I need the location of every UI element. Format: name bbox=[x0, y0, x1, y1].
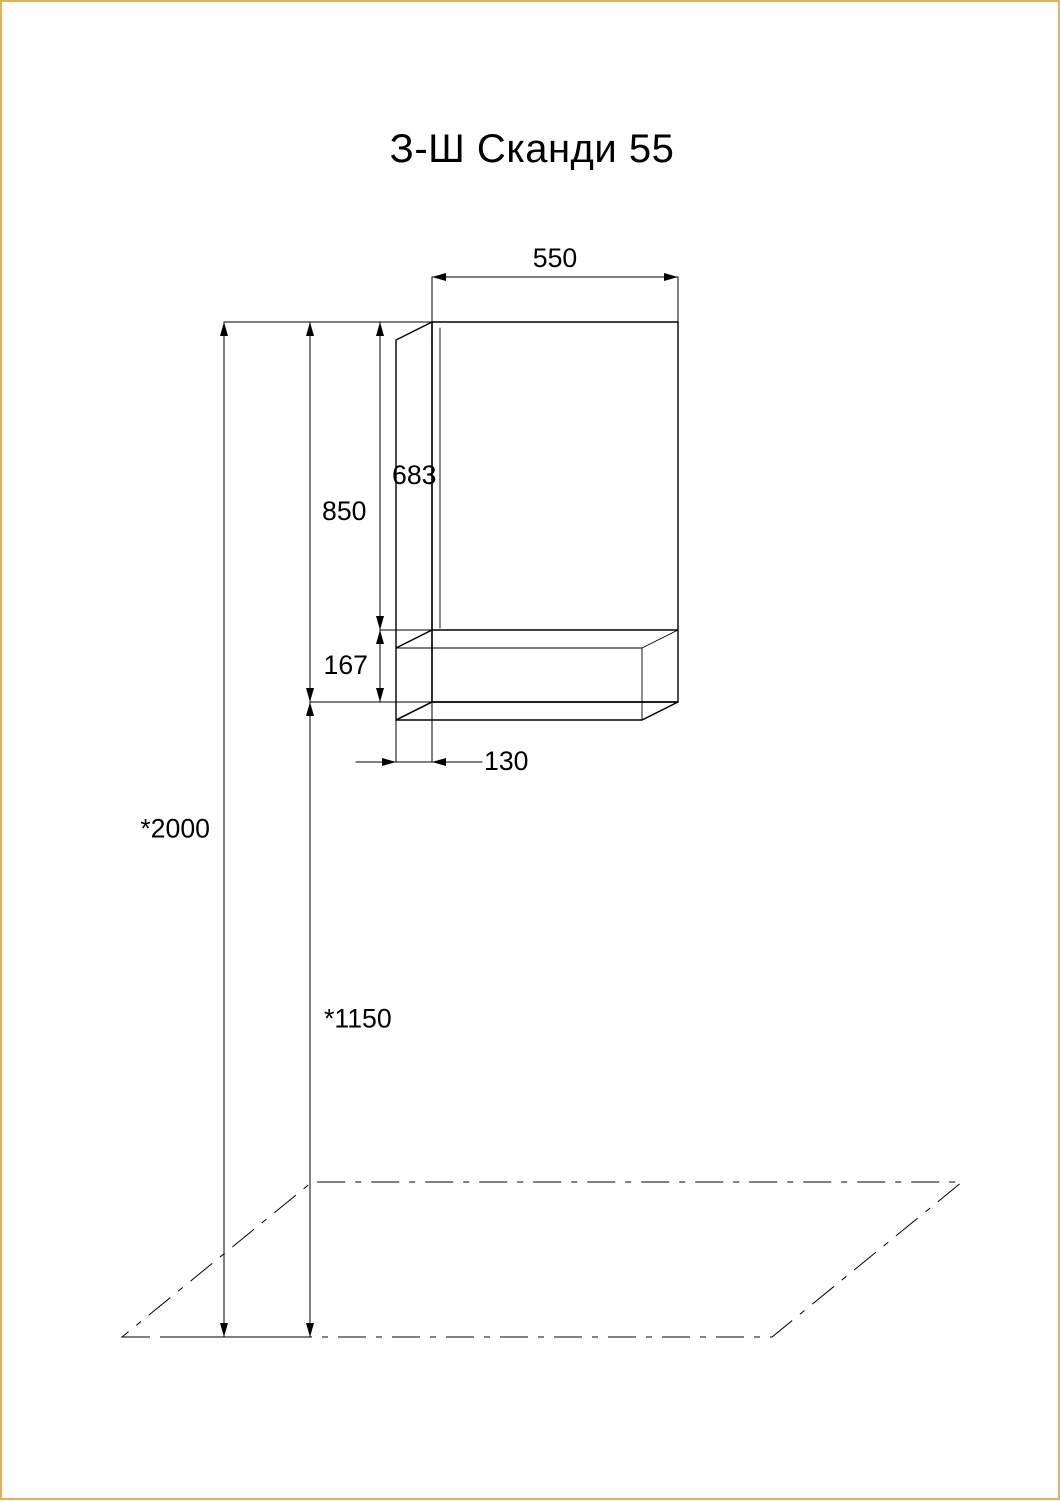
cabinet-bottom bbox=[396, 702, 678, 720]
dim-arrow-icon bbox=[376, 630, 384, 644]
cabinet-front bbox=[432, 322, 678, 702]
cabinet-shelf-side bbox=[396, 630, 432, 648]
dim-label-130: 130 bbox=[484, 746, 528, 776]
dim-label-2000: *2000 bbox=[140, 814, 210, 844]
dim-arrow-icon bbox=[306, 688, 314, 702]
dim-arrow-icon bbox=[306, 702, 314, 716]
dim-label-550: 550 bbox=[533, 243, 577, 273]
dim-arrow-icon bbox=[432, 273, 446, 281]
dim-arrow-icon bbox=[376, 616, 384, 630]
dim-label-167: 167 bbox=[324, 650, 368, 680]
dim-arrow-icon bbox=[306, 322, 314, 336]
dim-label: 850 bbox=[322, 496, 366, 526]
dimension-drawing: 550 130 850 683 167 *2000 *1150 bbox=[2, 2, 1060, 1502]
dim-arrow-icon bbox=[376, 322, 384, 336]
dim-arrow-icon bbox=[432, 758, 446, 766]
cabinet-shelf-back-r bbox=[642, 630, 678, 648]
dim-arrow-icon bbox=[220, 322, 228, 336]
dim-arrow-icon bbox=[376, 688, 384, 702]
dim-arrow-icon bbox=[664, 273, 678, 281]
dim-arrow-icon bbox=[220, 1323, 228, 1337]
cabinet-side bbox=[396, 322, 432, 720]
floor-outline bbox=[122, 1182, 962, 1337]
drawing-frame: З-Ш Сканди 55 550130850683167*2000*1150 bbox=[0, 0, 1060, 1500]
dim-arrow-icon bbox=[306, 1323, 314, 1337]
dim-label: 683 bbox=[392, 460, 436, 490]
dim-label-1150: *1150 bbox=[324, 1004, 392, 1034]
dim-arrow-icon bbox=[382, 758, 396, 766]
